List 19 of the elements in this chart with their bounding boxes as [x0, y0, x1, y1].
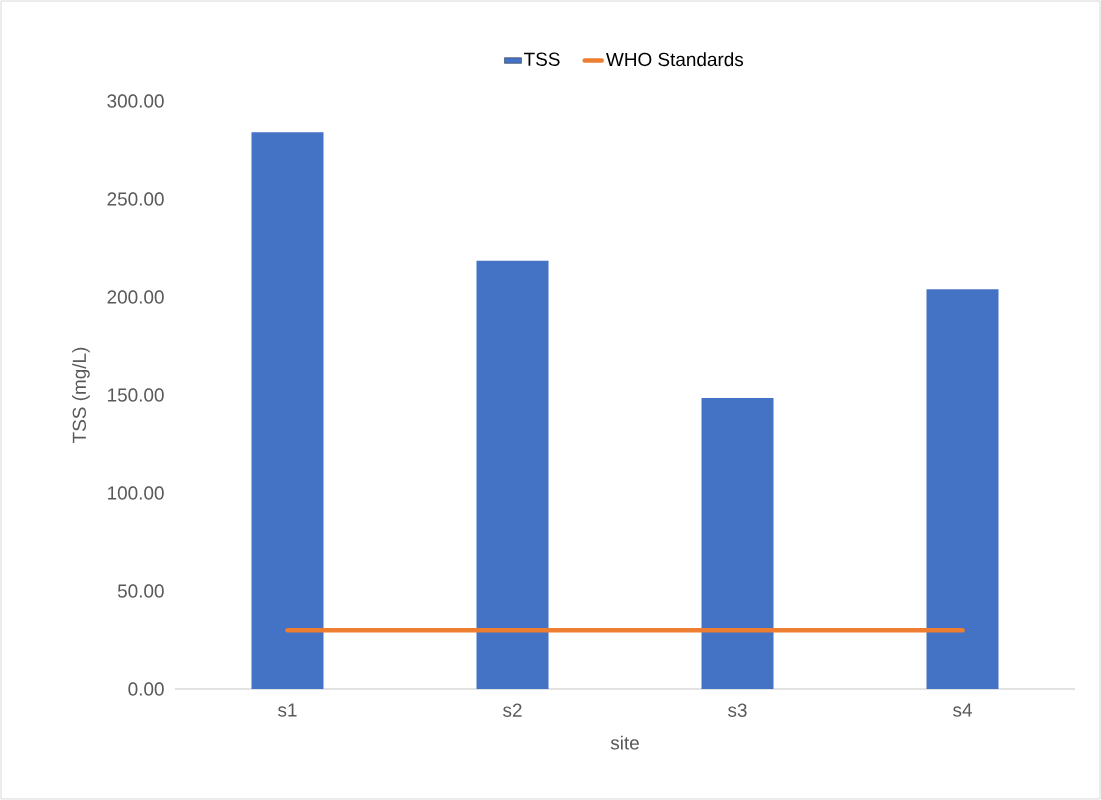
x-tick-label: s3 [728, 703, 747, 717]
y-tick-label: 300.00 [107, 94, 164, 108]
y-tick-label: 250.00 [107, 192, 164, 206]
x-tick-label: s2 [503, 703, 522, 717]
y-axis-title: TSS (mg/L) [72, 347, 90, 443]
y-tick-label: 0.00 [128, 682, 164, 696]
bar [926, 289, 999, 689]
legend-label: TSS [524, 52, 560, 66]
bar [701, 397, 774, 689]
y-tick-label: 50.00 [117, 584, 164, 598]
y-tick-label: 150.00 [108, 388, 164, 402]
y-tick-label: 200.00 [107, 290, 164, 304]
bar [476, 260, 549, 689]
y-tick-label: 100.00 [108, 486, 164, 500]
bar [251, 132, 324, 689]
x-tick-label: s1 [278, 703, 297, 717]
x-tick-label: s4 [953, 703, 972, 717]
x-axis-title: site [610, 735, 639, 750]
legend-label: WHO Standards [606, 52, 744, 67]
